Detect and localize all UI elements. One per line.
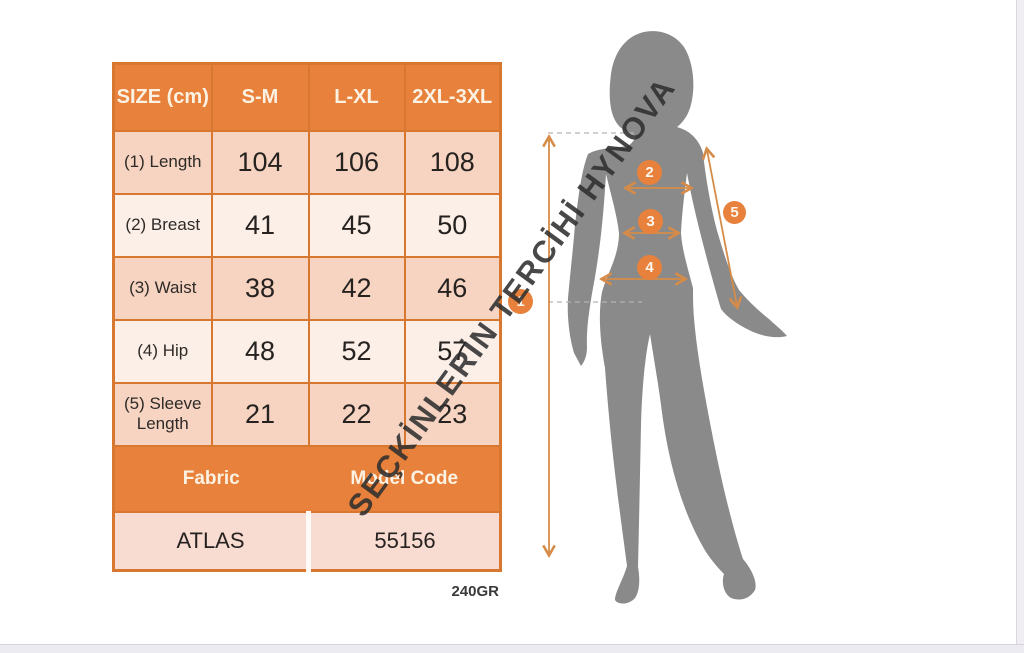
col-header-2xl3xl: 2XL-3XL — [403, 62, 502, 132]
row-label-sleeve: (5) Sleeve Length — [112, 381, 213, 447]
marker-sleeve: 5 — [723, 201, 746, 224]
sleeve-sm: 21 — [210, 381, 310, 447]
head-silhouette — [609, 31, 694, 138]
row-label-hip: (4) Hip — [112, 318, 213, 384]
sleeve-2xl3xl: 23 — [403, 381, 502, 447]
table-row: (5) Sleeve Length 21 22 23 — [112, 381, 502, 447]
col-header-lxl: L-XL — [307, 62, 406, 132]
sleeve-lxl: 22 — [307, 381, 406, 447]
length-sm: 104 — [210, 129, 310, 195]
fabric-header: Fabric — [112, 444, 310, 513]
measurement-diagram — [540, 31, 787, 604]
fabric-value: ATLAS — [112, 510, 310, 572]
row-label-waist: (3) Waist — [112, 255, 213, 321]
model-code-value: 55156 — [306, 510, 502, 572]
marker-breast: 2 — [637, 160, 662, 185]
table-row: (3) Waist 38 42 46 — [112, 255, 502, 321]
table-row: (4) Hip 48 52 57 — [112, 318, 502, 384]
sleeve-arrow — [707, 150, 737, 306]
col-header-sm: S-M — [210, 62, 310, 132]
body-silhouette — [567, 124, 787, 604]
table-row: (2) Breast 41 45 50 — [112, 192, 502, 258]
marker-length: 1 — [508, 289, 533, 314]
length-2xl3xl: 108 — [403, 129, 502, 195]
length-lxl: 106 — [307, 129, 406, 195]
size-cm-header: SIZE (cm) — [112, 62, 213, 132]
hip-lxl: 52 — [307, 318, 406, 384]
table-row: (1) Length 104 106 108 — [112, 129, 502, 195]
weight-note: 240GR — [451, 583, 499, 600]
table-footer-header-row: Fabric Model Code — [112, 444, 502, 513]
size-table: SIZE (cm) S-M L-XL 2XL-3XL (1) Length 10… — [112, 62, 502, 572]
breast-sm: 41 — [210, 192, 310, 258]
breast-2xl3xl: 50 — [403, 192, 502, 258]
waist-lxl: 42 — [307, 255, 406, 321]
breast-lxl: 45 — [307, 192, 406, 258]
marker-hip: 4 — [637, 255, 662, 280]
model-code-header: Model Code — [307, 444, 502, 513]
row-label-length: (1) Length — [112, 129, 213, 195]
vertical-scrollbar-track[interactable] — [1016, 0, 1024, 653]
waist-2xl3xl: 46 — [403, 255, 502, 321]
table-footer-value-row: ATLAS 55156 — [112, 510, 502, 572]
marker-waist: 3 — [638, 209, 663, 234]
hip-sm: 48 — [210, 318, 310, 384]
row-label-breast: (2) Breast — [112, 192, 213, 258]
table-header-row: SIZE (cm) S-M L-XL 2XL-3XL — [112, 62, 502, 132]
hip-2xl3xl: 57 — [403, 318, 502, 384]
waist-sm: 38 — [210, 255, 310, 321]
horizontal-scrollbar-track[interactable] — [0, 644, 1024, 653]
